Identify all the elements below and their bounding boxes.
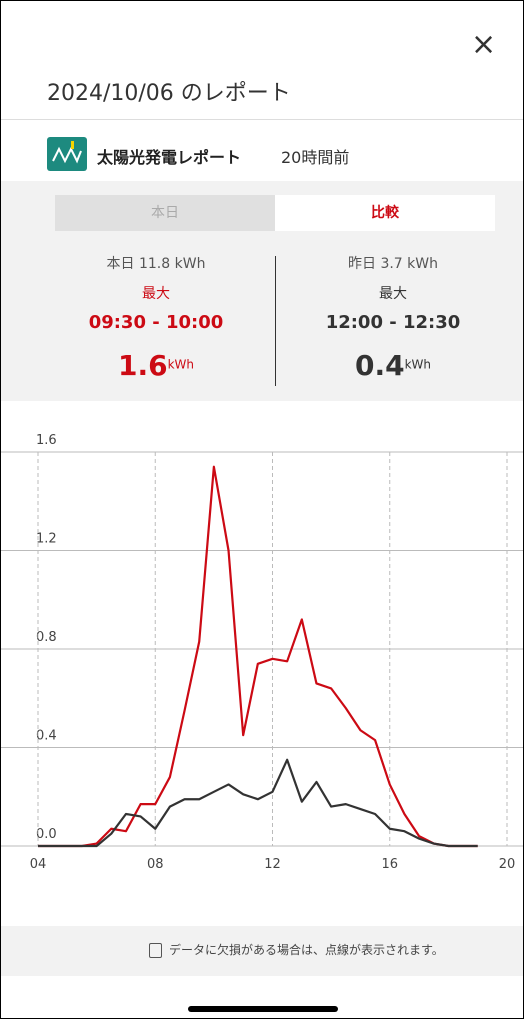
unit: kWh xyxy=(167,357,195,372)
y-tick-label: 1.6 xyxy=(36,433,57,448)
x-tick-label: 16 xyxy=(381,857,398,872)
unit: kWh xyxy=(404,357,432,372)
column-divider xyxy=(275,256,276,386)
close-button[interactable]: × xyxy=(471,27,497,62)
note-icon xyxy=(149,943,162,958)
tab-today[interactable]: 本日 xyxy=(55,195,275,231)
today-max-label: 最大 xyxy=(142,286,170,302)
y-tick-label: 1.2 xyxy=(36,532,57,547)
y-tick-label: 0.8 xyxy=(36,630,57,645)
series-line xyxy=(38,465,478,848)
x-tick-label: 04 xyxy=(30,857,47,872)
x-tick-label: 20 xyxy=(499,857,516,872)
yesterday-max-label: 最大 xyxy=(379,286,407,302)
today-max-time: 09:30 - 10:00 xyxy=(88,312,224,333)
yesterday-max-value: 0.4kWh xyxy=(283,349,503,382)
series-line xyxy=(38,758,478,848)
divider xyxy=(1,119,523,120)
x-tick-label: 12 xyxy=(264,857,281,872)
today-max-value: 1.6kWh xyxy=(46,349,266,382)
icon-art xyxy=(52,141,82,164)
chart: 0.0 0.4 0.8 1.2 1.6 04 08 12 16 20 xyxy=(1,433,523,872)
report-icon xyxy=(47,137,87,171)
time-ago: 20時間前 xyxy=(281,148,350,167)
today-total: 本日 11.8 kWh xyxy=(106,256,206,272)
y-tick-label: 0.4 xyxy=(36,729,57,744)
x-tick-label: 08 xyxy=(147,857,164,872)
report-name: 太陽光発電レポート xyxy=(97,148,242,167)
value: 1.6 xyxy=(117,349,168,382)
yesterday-max-time: 12:00 - 12:30 xyxy=(325,312,461,333)
value: 0.4 xyxy=(354,349,405,382)
yesterday-total: 昨日 3.7 kWh xyxy=(348,256,438,272)
footer-note: データに欠損がある場合は、点線が表示されます。 xyxy=(169,943,444,957)
report-title: 2024/10/06 のレポート xyxy=(47,81,291,106)
tab-compare[interactable]: 比較 xyxy=(275,195,495,231)
home-indicator xyxy=(188,1006,338,1012)
y-tick-label: 0.0 xyxy=(36,827,57,842)
footer-band xyxy=(1,926,523,976)
